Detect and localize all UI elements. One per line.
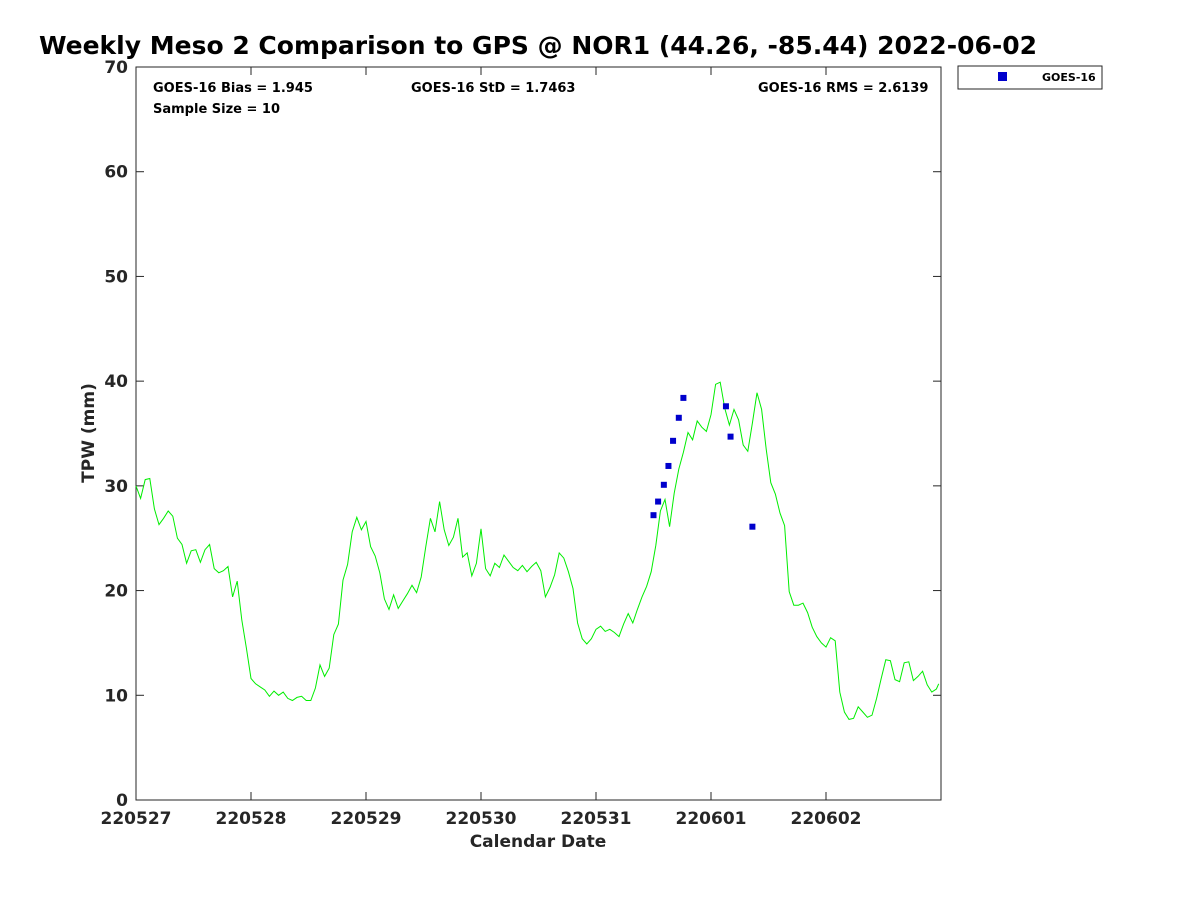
series-goes-16-points xyxy=(650,394,756,530)
std-stat: GOES-16 StD = 1.7463 xyxy=(411,81,575,96)
goes-16-point xyxy=(722,403,729,410)
x-tick-label: 220531 xyxy=(561,809,632,829)
goes-16-point xyxy=(650,512,657,519)
y-tick-label: 0 xyxy=(116,791,128,811)
x-tick-label: 220528 xyxy=(216,809,287,829)
legend-label-goes-16: GOES-16 xyxy=(1042,71,1096,84)
x-tick-label: 220527 xyxy=(101,809,172,829)
y-tick-label: 70 xyxy=(104,58,128,78)
goes-16-point xyxy=(660,481,667,488)
rms-stat: GOES-16 RMS = 2.6139 xyxy=(758,81,928,96)
x-axis-label: Calendar Date xyxy=(470,832,607,852)
goes-16-point xyxy=(749,523,756,530)
x-axis: 220527 220528 220529 220530 220531 220601 2206… xyxy=(101,67,862,829)
x-tick-label: 220602 xyxy=(791,809,862,829)
legend-box xyxy=(957,65,1103,90)
x-tick-label: 220530 xyxy=(446,809,517,829)
x-tick-label: 220529 xyxy=(331,809,402,829)
chart-title: Weekly Meso 2 Comparison to GPS @ NOR1 (… xyxy=(39,31,1037,60)
y-tick-label: 40 xyxy=(104,372,128,392)
sample-size-stat: Sample Size = 10 xyxy=(153,102,280,117)
goes-16-point xyxy=(680,394,687,401)
x-tick-label: 220601 xyxy=(676,809,747,829)
legend-marker-goes-16 xyxy=(998,72,1007,81)
bias-stat: GOES-16 Bias = 1.945 xyxy=(153,81,313,96)
y-tick-label: 50 xyxy=(104,267,128,287)
series-gps-line xyxy=(135,381,940,720)
y-tick-label: 30 xyxy=(104,477,128,497)
goes-16-point xyxy=(655,498,662,505)
plot-area xyxy=(135,66,942,801)
y-tick-label: 10 xyxy=(104,686,128,706)
y-axis: 0 10 20 30 40 50 60 70 xyxy=(104,58,941,811)
legend: GOES-16 xyxy=(957,65,1103,90)
y-axis-label: TPW (mm) xyxy=(79,383,99,483)
goes-16-point xyxy=(665,462,672,469)
goes-16-point xyxy=(675,414,682,421)
y-tick-label: 20 xyxy=(104,582,128,602)
goes-16-point xyxy=(727,433,734,440)
goes-16-point xyxy=(670,437,677,444)
stats-annotations: GOES-16 Bias = 1.945 Sample Size = 10 GO… xyxy=(153,81,928,117)
y-tick-label: 60 xyxy=(104,163,128,183)
